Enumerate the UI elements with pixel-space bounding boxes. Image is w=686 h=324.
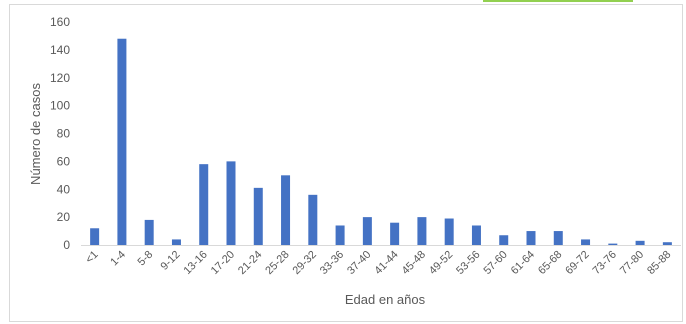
bar-0 [90,228,100,245]
bar-9 [335,225,345,245]
x-tick-label: 37-40 [345,249,373,277]
bar-2 [144,219,154,245]
bar-11 [390,222,400,245]
bar-21 [662,242,672,245]
y-tick-label: 40 [57,182,71,196]
x-tick-label: 61-64 [509,249,537,277]
bar-15 [499,235,509,245]
y-tick-label: 140 [50,43,70,57]
bar-5 [226,161,236,245]
bar-18 [581,239,591,245]
y-axis-title-group: Número de casos [28,83,43,185]
top-accent-bar [483,0,633,2]
x-tick-label: 9-12 [159,249,183,273]
x-tick-label: 33-36 [318,249,346,277]
y-axis-title: Número de casos [28,83,43,185]
x-tick-label: 21-24 [236,249,264,277]
y-tick-label: 0 [63,238,70,252]
x-tick-label: 13-16 [181,249,209,277]
x-tick-label: 41-44 [372,249,400,277]
bar-7 [281,175,291,245]
x-tick-label: 53-56 [454,249,482,277]
y-axis-ticks: 0 20 40 60 80 100 120 140 160 [50,15,70,252]
x-tick-label: 73-76 [591,249,619,277]
x-tick-label: 85-88 [645,249,673,277]
x-tick-label: 45-48 [400,249,428,277]
bar-14 [471,225,481,245]
bar-1 [117,38,127,245]
bar-16 [526,231,536,245]
bar-8 [308,194,318,245]
x-axis-title: Edad en años [345,292,426,307]
bar-4 [199,164,209,245]
y-tick-label: 160 [50,15,70,29]
y-tick-label: 120 [50,71,70,85]
bar-6 [253,187,263,245]
y-tick-label: 80 [57,127,71,141]
bars [90,38,672,245]
y-tick-label: 60 [57,154,71,168]
y-tick-label: 20 [57,210,71,224]
x-tick-label: 49-52 [427,249,455,277]
x-tick-label: <1 [83,249,100,266]
bar-20 [635,240,645,245]
x-tick-label: 17-20 [209,249,237,277]
x-tick-label: 1-4 [108,249,128,269]
x-tick-label: 57-60 [481,249,509,277]
x-tick-label: 29-32 [291,249,319,277]
bar-3 [171,239,181,245]
bar-17 [553,231,563,245]
x-tick-label: 25-28 [263,249,291,277]
bar-13 [444,218,454,245]
x-tick-label: 65-68 [536,249,564,277]
bar-10 [362,217,372,245]
x-tick-label: 69-72 [563,249,591,277]
x-axis-ticks: <1 1-4 5-8 9-1213-1617-2021-2425-2829-3233-… [83,249,673,277]
chart-frame [9,4,683,322]
x-tick-label: 5-8 [136,249,156,269]
bar-12 [417,217,427,245]
y-tick-label: 100 [50,99,70,113]
x-tick-label: 77-80 [618,249,646,277]
bar-19 [608,243,618,245]
